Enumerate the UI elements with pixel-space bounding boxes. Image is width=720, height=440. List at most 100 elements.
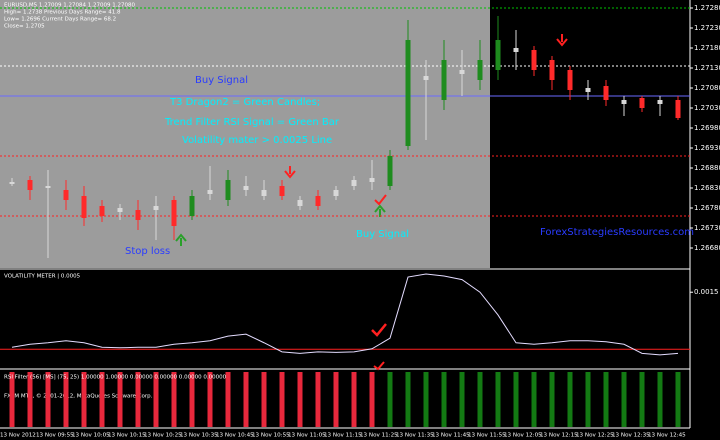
candle-body (675, 100, 681, 118)
filter-bar (351, 372, 357, 427)
candle-body (423, 76, 429, 80)
y-tick-label: 1.26930 (694, 144, 720, 152)
y-tick-label: 1.26980 (694, 124, 720, 132)
candle-body (45, 186, 51, 188)
filter-bar (81, 372, 87, 427)
filter-bar (171, 372, 177, 427)
filter-bar (63, 372, 69, 427)
x-tick-label: 13 Nov 10:55 (252, 433, 290, 439)
filter-bar (459, 372, 465, 427)
x-tick-label: 13 Nov 10:35 (180, 433, 218, 439)
x-tick-label: 13 Nov 10:05 (72, 433, 110, 439)
candle-body (657, 100, 663, 104)
filter-bar (189, 372, 195, 427)
annotation: T3 Dragon2 = Green Candles; (169, 97, 320, 108)
x-tick-label: 13 Nov 11:25 (360, 433, 398, 439)
filter-bar (531, 372, 537, 427)
candle-body (243, 186, 249, 190)
candle-body (387, 156, 393, 186)
candle-body (441, 60, 447, 100)
filter-bar (549, 372, 555, 427)
filter-bar (261, 372, 267, 427)
filter-bar (603, 372, 609, 427)
y-tick-label: 0.0015 (694, 288, 719, 296)
pane-title: RSI Filter (56) [MS] (75, 25) 1.00000 1.… (4, 375, 227, 381)
filter-bar (9, 372, 15, 427)
candle-body (153, 206, 159, 210)
filter-bar (567, 372, 573, 427)
candle-body (261, 190, 267, 196)
filter-bar (297, 372, 303, 427)
y-tick-label: 1.27180 (694, 44, 720, 52)
filter-bar (207, 372, 213, 427)
y-tick-label: 1.27230 (694, 24, 720, 32)
sell-arrow (556, 34, 568, 47)
candle-body (99, 206, 105, 216)
y-tick-label: 1.26780 (694, 204, 720, 212)
filter-bar (423, 372, 429, 427)
signal-arrows (175, 34, 568, 371)
x-tick-label: 13 Nov 11:55 (468, 433, 506, 439)
pane-title: VOLATILITY METER | 0.0005 (4, 274, 81, 280)
chart-background (0, 0, 490, 268)
candle-body (81, 196, 87, 218)
filter-bar (243, 372, 249, 427)
candle-body (585, 88, 591, 92)
x-tick-label: 13 Nov 12:05 (504, 433, 542, 439)
filter-bar (117, 372, 123, 427)
filter-bar (675, 372, 681, 427)
filter-bar (315, 372, 321, 427)
x-tick-label: 13 Nov 12:15 (540, 433, 578, 439)
x-tick-label: 13 Nov 10:25 (144, 433, 182, 439)
candle-body (171, 200, 177, 226)
candle-body (9, 182, 15, 184)
y-tick-label: 1.27280 (694, 4, 720, 12)
filter-bar (45, 372, 51, 427)
filter-bar (99, 372, 105, 427)
y-tick-label: 1.26880 (694, 164, 720, 172)
x-tick-label: 13 Nov 12:35 (612, 433, 650, 439)
filter-bar (657, 372, 663, 427)
candle-body (135, 210, 141, 220)
annotation: Trend Filter RSI Signal = Green Bar (164, 117, 340, 128)
candle-body (333, 190, 339, 196)
candle-body (225, 180, 231, 200)
filter-bar (441, 372, 447, 427)
candle-body (189, 196, 195, 216)
info-line: Close= 1.2705 (4, 24, 45, 30)
candle-body (477, 60, 483, 80)
filter-bar (639, 372, 645, 427)
candle-body (297, 200, 303, 206)
candle-body (531, 50, 537, 70)
filter-bar (153, 372, 159, 427)
y-tick-label: 1.26730 (694, 224, 720, 232)
filter-bar (621, 372, 627, 427)
info-line: Low= 1.2696 Current Days Range= 68.2 (4, 17, 116, 23)
candle-body (315, 196, 321, 206)
sell-arrow (284, 166, 296, 179)
filter-bar (585, 372, 591, 427)
candle-body (513, 48, 519, 52)
filter-bar (279, 372, 285, 427)
filter-bar (27, 372, 33, 427)
filter-bar (405, 372, 411, 427)
filter-bar (477, 372, 483, 427)
info-line: High= 1.2738 Previous Days Range= 41.8 (4, 10, 121, 16)
candle-body (639, 98, 645, 108)
x-tick-label: 13 Nov 11:35 (396, 433, 434, 439)
filter-bar (513, 372, 519, 427)
y-tick-label: 1.27130 (694, 64, 720, 72)
candle-body (603, 86, 609, 100)
annotation: Buy Signal (195, 75, 248, 86)
buy-arrow (175, 233, 187, 246)
check-mark (371, 323, 387, 337)
candle-body (117, 208, 123, 212)
x-tick-label: 13 Nov 11:45 (432, 433, 470, 439)
x-tick-label: 13 Nov 10:45 (216, 433, 254, 439)
annotation: Buy Signal (356, 229, 409, 240)
candle-body (63, 190, 69, 200)
x-tick-label: 13 Nov 12:25 (576, 433, 614, 439)
candle-body (567, 70, 573, 90)
x-tick-label: 13 Nov 11:05 (288, 433, 326, 439)
